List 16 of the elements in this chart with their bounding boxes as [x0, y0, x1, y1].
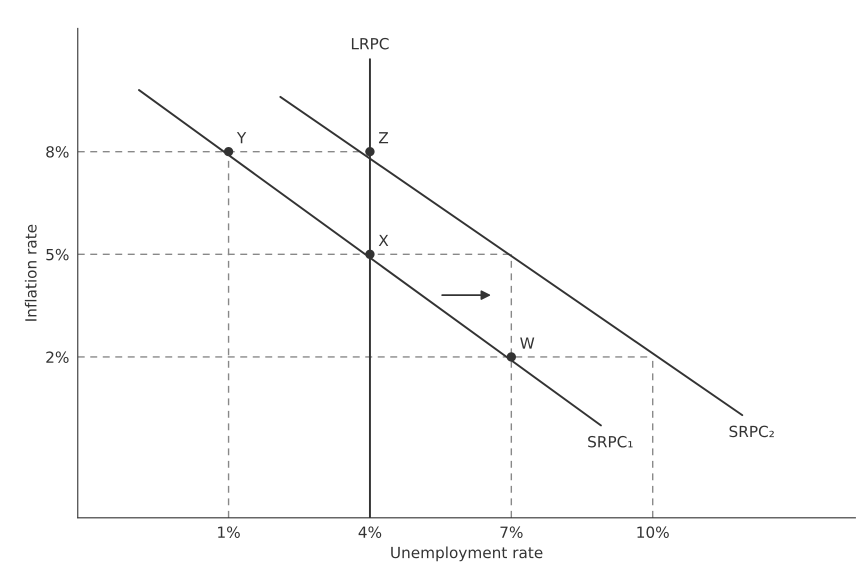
x-tick-label: 4%: [358, 526, 382, 538]
y-tick-label: 5%: [46, 248, 69, 260]
x-axis-title: Unemployment rate: [391, 546, 542, 562]
y-tick-label: 2%: [46, 351, 69, 363]
annotation: Y: [236, 132, 246, 144]
series-label: SRPC₁: [588, 436, 633, 448]
series-label: SRPC₂: [730, 426, 774, 438]
y-tick-label: 8%: [46, 146, 69, 158]
x-tick-label: 1%: [218, 526, 240, 538]
annotation: Z: [378, 132, 388, 144]
annotation: X: [378, 234, 388, 246]
annotation: W: [520, 337, 534, 349]
y-axis-title: Inflation rate: [24, 224, 37, 321]
series-label: LRPC: [352, 38, 389, 50]
x-tick-label: 7%: [500, 526, 523, 538]
x-tick-label: 10%: [637, 526, 669, 538]
